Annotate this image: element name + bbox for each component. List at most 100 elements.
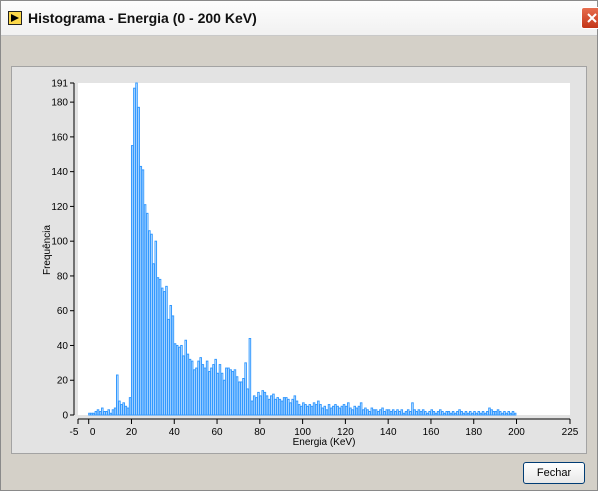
histogram-bar <box>372 409 376 416</box>
histogram-bar <box>400 409 404 416</box>
y-tick-label: 160 <box>51 132 68 143</box>
histogram-bar <box>280 400 284 416</box>
histogram-bar <box>195 367 198 416</box>
histogram-bar <box>227 367 230 416</box>
histogram-bar <box>432 411 436 416</box>
histogram-bar <box>197 360 200 416</box>
x-axis-title: Energia (KeV) <box>293 437 356 448</box>
histogram-bar <box>203 367 207 416</box>
histogram-bar <box>349 407 352 416</box>
histogram-bar <box>98 411 102 416</box>
histogram-bar <box>424 411 427 416</box>
histogram-bar <box>124 405 128 416</box>
histogram-bar <box>113 407 117 416</box>
histogram-bar <box>261 390 265 416</box>
histogram-bar <box>94 411 98 416</box>
histogram-bar <box>368 411 371 416</box>
x-tick-label: 20 <box>126 427 138 438</box>
x-tick-label: 225 <box>562 427 579 438</box>
histogram-bar <box>417 409 421 416</box>
histogram-bar <box>475 412 478 416</box>
histogram-bar <box>342 404 346 416</box>
histogram-bar <box>141 169 145 416</box>
histogram-bar <box>259 395 262 416</box>
histogram-bar <box>96 409 100 416</box>
histogram-bar <box>308 404 312 416</box>
histogram-bar <box>128 397 132 416</box>
histogram-bar <box>116 374 119 416</box>
histogram-bar <box>145 212 149 416</box>
histogram-bar <box>387 409 391 416</box>
fechar-button[interactable]: Fechar <box>523 462 585 484</box>
histogram-bar <box>167 318 170 416</box>
close-icon[interactable] <box>581 7 598 29</box>
histogram-bar <box>282 397 286 416</box>
labview-run-icon <box>8 11 22 25</box>
histogram-bar <box>449 412 453 416</box>
histogram-bar <box>184 339 188 416</box>
histogram-bar <box>430 409 433 416</box>
histogram-bar <box>103 411 106 416</box>
histogram-bar <box>88 412 91 416</box>
histogram-bar <box>338 407 342 416</box>
histogram-bar <box>299 405 303 416</box>
y-tick-label: 0 <box>62 411 68 422</box>
histogram-bar <box>468 411 472 416</box>
histogram-bar <box>152 263 155 416</box>
histogram-bar <box>477 411 481 416</box>
histogram-bar <box>462 412 466 416</box>
histogram-bar <box>473 411 476 416</box>
histogram-bar <box>398 411 401 416</box>
histogram-bar <box>488 407 491 416</box>
window-title: Histograma - Energia (0 - 200 KeV) <box>28 10 257 26</box>
histogram-bar <box>490 409 493 416</box>
histogram-bar <box>451 411 455 416</box>
histogram-bar <box>229 369 232 416</box>
y-tick-label: 120 <box>51 202 68 213</box>
histogram-bar <box>169 304 173 416</box>
histogram-bar <box>92 412 96 416</box>
histogram-bar <box>122 402 125 416</box>
histogram-bar <box>460 411 463 416</box>
histogram-bar <box>513 412 517 416</box>
histogram-bar <box>240 381 243 416</box>
histogram-bar <box>492 411 496 416</box>
histogram-bar <box>214 358 217 416</box>
histogram-bar <box>404 411 408 416</box>
histogram-bar <box>133 87 136 416</box>
histogram-bar <box>244 362 247 416</box>
histogram-bar <box>242 378 245 416</box>
histogram-bar <box>101 407 104 416</box>
y-tick-label: 100 <box>51 237 68 248</box>
histogram-bar <box>207 371 211 416</box>
histogram-bar <box>222 379 226 416</box>
histogram-bar <box>494 411 498 416</box>
histogram-bar <box>406 409 410 416</box>
histogram-bar <box>107 409 110 416</box>
histogram-bar <box>456 411 459 416</box>
histogram-bar <box>111 409 115 416</box>
histogram-bar <box>171 315 175 416</box>
histogram-bar <box>199 357 202 416</box>
histogram-bar <box>359 402 363 416</box>
histogram-bar <box>180 344 183 416</box>
histogram-bar <box>212 364 215 416</box>
histogram-bar <box>274 398 277 416</box>
histogram-bar <box>394 411 397 416</box>
histogram-bar <box>210 367 213 416</box>
histogram-bar <box>255 397 258 416</box>
histogram-bar <box>178 346 181 416</box>
y-tick-label: 60 <box>57 306 69 317</box>
x-tick-label: 160 <box>423 427 440 438</box>
x-tick-label: 80 <box>254 427 266 438</box>
histogram-bar <box>325 409 329 416</box>
histogram-bar <box>173 343 177 416</box>
histogram-bar <box>483 412 487 416</box>
title-bar[interactable]: Histograma - Energia (0 - 200 KeV) <box>1 1 598 36</box>
histogram-bar <box>246 388 250 416</box>
histogram-bar <box>150 233 153 416</box>
histogram-bar <box>272 393 275 416</box>
histogram-bar <box>336 405 339 416</box>
histogram-bar <box>415 411 419 416</box>
